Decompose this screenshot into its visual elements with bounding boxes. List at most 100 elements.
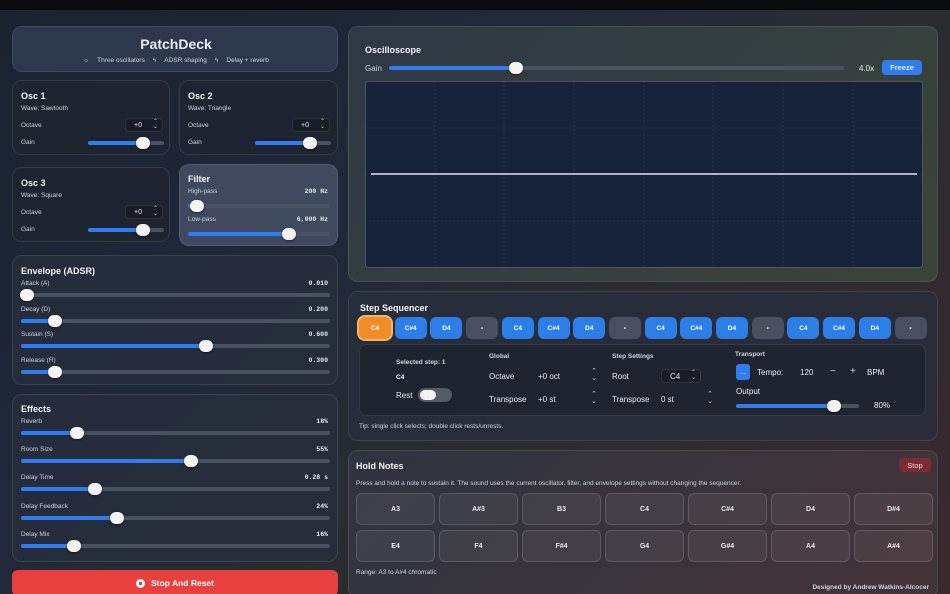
osc3-gain-slider[interactable] <box>88 224 164 236</box>
envelope-attack-label: Attack (A) <box>21 280 50 287</box>
scope-gain-slider[interactable] <box>389 62 844 74</box>
hold-note-key[interactable]: F#4 <box>522 530 601 562</box>
sequencer-step[interactable]: • <box>466 317 499 339</box>
updown-icon: ⌃ ⌄ <box>690 370 696 381</box>
slider-thumb[interactable] <box>47 314 62 327</box>
envelope-release-slider[interactable] <box>21 365 330 378</box>
stop-and-reset-label: Stop And Reset <box>151 578 214 588</box>
sequencer-step[interactable]: C#4 <box>680 317 713 339</box>
sequencer-tip: Tip: single click selects; double click … <box>359 423 504 430</box>
envelope-sustain-label: Sustain (S) <box>21 331 54 338</box>
slider-thumb[interactable] <box>189 200 204 212</box>
osc1-gain-slider[interactable] <box>88 137 164 149</box>
root-select[interactable]: C4 ⌃ ⌄ <box>661 369 701 383</box>
tempo-value[interactable]: 120 <box>800 368 814 377</box>
slider-thumb[interactable] <box>69 427 84 439</box>
hold-note-key[interactable]: F4 <box>439 530 518 562</box>
hold-note-key[interactable]: A#4 <box>854 530 933 562</box>
selected-step-label: Selected step: 1 <box>396 359 446 366</box>
tag-effects: Delay + reverb <box>226 57 269 64</box>
effect-delay-feedback-slider[interactable] <box>21 511 330 524</box>
osc1-octave-label: Octave <box>21 122 42 129</box>
hold-note-key[interactable]: G#4 <box>688 530 767 562</box>
sequencer-step[interactable]: C4 <box>644 317 677 339</box>
osc3-octave-stepper[interactable]: +0 ⌃ ⌄ <box>125 205 163 219</box>
play-button[interactable]: ... <box>736 364 750 380</box>
global-octave-stepper[interactable]: ⌃ ⌄ <box>591 368 597 382</box>
slider-thumb[interactable] <box>199 340 214 352</box>
rest-label: Rest <box>396 391 413 400</box>
effect-reverb-slider[interactable] <box>21 427 330 439</box>
effect-room-size-value: 55% <box>316 446 328 454</box>
slider-thumb[interactable] <box>302 137 317 149</box>
hold-note-key[interactable]: C4 <box>605 493 684 525</box>
slider-thumb[interactable] <box>135 224 150 236</box>
slider-thumb[interactable] <box>88 483 103 496</box>
effect-delay-time-slider[interactable] <box>21 483 330 496</box>
slider-thumb[interactable] <box>509 62 524 74</box>
sequencer-step[interactable]: C#4 <box>394 317 427 339</box>
effect-room-size-slider[interactable] <box>21 455 330 468</box>
step-transpose-stepper[interactable]: ⌃ ⌄ <box>707 391 713 405</box>
sequencer-step[interactable]: C4 <box>787 317 820 339</box>
highpass-slider[interactable] <box>188 200 330 212</box>
envelope-attack-slider[interactable] <box>20 289 330 301</box>
effect-delay-mix-slider[interactable] <box>21 539 330 552</box>
sequencer-step[interactable]: • <box>608 317 641 339</box>
envelope-decay-label: Decay (D) <box>21 305 51 313</box>
osc2-octave-value: +0 <box>301 121 309 129</box>
slider-thumb[interactable] <box>109 511 124 524</box>
slider-thumb[interactable] <box>20 289 35 301</box>
sequencer-step[interactable]: C4 <box>359 317 391 339</box>
osc3-title: Osc 3 <box>21 178 46 188</box>
app-title: PatchDeck <box>140 36 212 52</box>
stop-and-reset-button[interactable]: Stop And Reset <box>12 570 338 594</box>
sequencer-step[interactable]: D4 <box>573 317 606 339</box>
sequencer-step[interactable]: • <box>751 317 784 339</box>
hold-note-key[interactable]: A3 <box>356 493 435 525</box>
sequencer-step[interactable]: D4 <box>858 317 891 339</box>
selected-step-note: C4 <box>396 374 405 381</box>
sequencer-step[interactable]: C#4 <box>823 317 856 339</box>
osc3-gain-label: Gain <box>21 226 35 233</box>
global-transpose-value: +0 st <box>538 395 556 404</box>
slider-thumb[interactable] <box>827 400 842 412</box>
osc2-octave-stepper[interactable]: +0 ⌃ ⌄ <box>292 118 330 132</box>
hold-note-key[interactable]: G4 <box>605 530 684 562</box>
envelope-decay-slider[interactable] <box>21 314 330 327</box>
osc2-gain-slider[interactable] <box>255 137 331 149</box>
envelope-sustain-slider[interactable] <box>21 340 330 352</box>
osc1-octave-stepper[interactable]: +0 ⌃ ⌄ <box>125 118 163 132</box>
tempo-decrease-button[interactable]: − <box>830 366 836 377</box>
sequencer-step[interactable]: C#4 <box>537 317 570 339</box>
hold-note-key[interactable]: B3 <box>522 493 601 525</box>
sun-icon: ☼ <box>83 57 90 64</box>
hold-note-key[interactable]: E4 <box>356 530 435 562</box>
sequencer-step[interactable]: D4 <box>430 317 463 339</box>
effect-delay-feedback-label: Delay Feedback <box>21 502 68 510</box>
freeze-button[interactable]: Freeze <box>882 60 922 75</box>
lowpass-slider[interactable] <box>188 228 330 240</box>
sequencer-step[interactable]: C4 <box>501 317 534 339</box>
sequencer-step[interactable]: D4 <box>716 317 748 339</box>
hold-note-key[interactable]: C#4 <box>688 493 767 525</box>
rest-toggle[interactable] <box>418 388 452 402</box>
output-slider[interactable] <box>736 400 859 412</box>
global-transpose-stepper[interactable]: ⌃ ⌄ <box>591 391 597 405</box>
bolt-icon: ϟ <box>214 57 219 64</box>
slider-thumb[interactable] <box>183 455 198 468</box>
hold-range: Range: A3 to A#4 chromatic <box>356 569 437 576</box>
hold-note-key[interactable]: A#3 <box>439 493 518 525</box>
osc1-octave-value: +0 <box>134 121 142 129</box>
hold-note-key[interactable]: D#4 <box>854 493 933 525</box>
slider-thumb[interactable] <box>66 539 81 552</box>
slider-thumb[interactable] <box>47 365 62 378</box>
slider-thumb[interactable] <box>281 228 296 240</box>
tempo-increase-button[interactable]: + <box>850 366 856 377</box>
sequencer-title: Step Sequencer <box>360 303 429 313</box>
slider-thumb[interactable] <box>135 137 150 149</box>
sequencer-step[interactable]: • <box>894 317 927 339</box>
hold-stop-button[interactable]: Stop <box>899 458 931 472</box>
hold-note-key[interactable]: D4 <box>771 493 850 525</box>
hold-note-key[interactable]: A4 <box>771 530 850 562</box>
